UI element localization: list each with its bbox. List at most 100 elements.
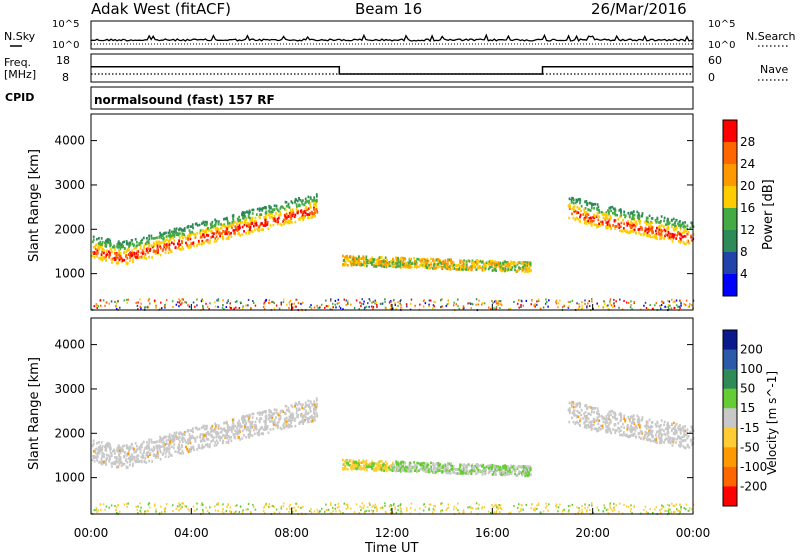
power-cell [301, 202, 304, 206]
power-noise [381, 302, 384, 305]
velocity-cell [307, 418, 309, 422]
power-cell [95, 243, 98, 247]
power-cell [499, 268, 501, 271]
power-cell [287, 219, 290, 222]
velocity-cell [657, 434, 660, 438]
velocity-cell [178, 440, 181, 443]
power-cell [273, 204, 276, 208]
velocity-cell [105, 459, 107, 462]
power-cell [158, 242, 161, 246]
velocity-cell [121, 463, 124, 466]
power-cell [608, 218, 611, 221]
velocity-cell [618, 427, 621, 430]
power-cell [583, 221, 586, 225]
velocity-cell [187, 442, 190, 445]
power-cell [181, 236, 184, 239]
power-cell [175, 227, 178, 230]
power-cell [281, 205, 283, 208]
power-cell [140, 251, 143, 255]
velocity-cell [679, 432, 682, 435]
power-cell [253, 228, 256, 232]
nave-tick-bottom: 0 [708, 71, 715, 84]
power-cell [214, 221, 217, 224]
velocity-cell [576, 409, 579, 413]
power-cell [162, 234, 164, 238]
velocity-cell [275, 408, 278, 412]
velocity-cell [91, 444, 94, 448]
velocity-cell [109, 457, 112, 461]
velocity-cell [146, 446, 148, 450]
power-cell [678, 223, 681, 227]
power-cell [418, 265, 420, 268]
power-cell [312, 212, 315, 216]
power-cell [130, 251, 133, 254]
velocity-cell [108, 442, 111, 446]
power-cell [524, 270, 527, 274]
velocity-cell [239, 438, 241, 441]
power-cell [616, 213, 619, 217]
velocity-cell [177, 450, 179, 454]
velocity-cell [599, 427, 602, 431]
power-cell [239, 234, 241, 237]
power-cell [631, 222, 634, 226]
power-cell [647, 220, 649, 224]
power-cell [248, 224, 250, 228]
velocity-cell [620, 414, 622, 417]
power-noise [105, 301, 108, 304]
power-noise [372, 306, 375, 309]
power-cell [151, 244, 153, 248]
velocity-cell [471, 466, 474, 469]
velocity-cell [613, 411, 616, 415]
power-cell [385, 258, 388, 262]
power-noise [604, 302, 606, 305]
power-cell [304, 214, 306, 218]
velocity-cell [109, 448, 112, 452]
velocity-cell [667, 441, 670, 444]
velocity-cell [568, 411, 571, 415]
velocity-cell [422, 461, 425, 465]
power-cell [209, 226, 212, 230]
power-cell [439, 259, 442, 262]
power-cell [429, 263, 432, 266]
velocity-cell [490, 469, 493, 473]
power-noise [97, 305, 100, 308]
power-cell [404, 261, 407, 265]
velocity-cell [464, 464, 467, 468]
velocity-cell [678, 424, 681, 428]
power-noise [469, 302, 472, 305]
power-cell [357, 255, 360, 259]
velocity-cell [180, 452, 183, 455]
power-cell [189, 231, 192, 234]
velocity-cell [576, 420, 578, 424]
power-cell [522, 265, 524, 269]
power-cell [682, 225, 685, 229]
velocity-cell [455, 471, 458, 475]
power-cell [155, 240, 158, 244]
velocity-cell [131, 446, 134, 450]
velocity-cell [411, 466, 414, 469]
velocity-cell [623, 417, 626, 420]
velocity-cell [589, 423, 592, 427]
power-cell [511, 261, 514, 265]
power-noise [493, 300, 496, 303]
velocity-cell [96, 441, 98, 445]
power-cell [289, 215, 291, 219]
velocity-cell [386, 465, 389, 469]
station-title: Adak West (fitACF) [91, 0, 231, 18]
velocity-cell [682, 425, 684, 429]
power-cell [518, 266, 520, 269]
velocity-cell [604, 422, 607, 425]
velocity-cell [592, 407, 594, 411]
power-cell [493, 260, 496, 264]
velocity-cell [601, 426, 604, 430]
velocity-cell [491, 473, 494, 476]
velocity-cell [352, 459, 355, 463]
velocity-cell [304, 411, 307, 415]
velocity-cell [619, 419, 622, 423]
power-cell [587, 213, 590, 217]
power-noise [137, 301, 139, 304]
velocity-cell [133, 451, 136, 454]
velocity-cell [426, 465, 428, 468]
power-noise [359, 301, 361, 304]
power-noise [282, 298, 285, 301]
